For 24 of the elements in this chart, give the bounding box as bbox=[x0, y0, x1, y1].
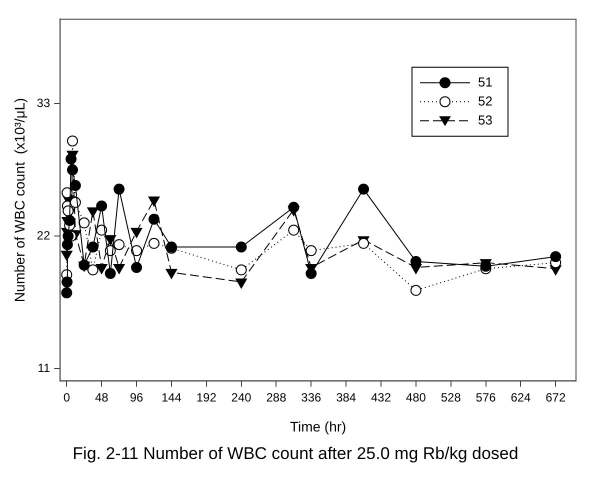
x-tick-label: 432 bbox=[370, 390, 392, 404]
legend-label: 51 bbox=[478, 74, 492, 90]
x-tick-label: 192 bbox=[196, 390, 217, 404]
x-tick-label: 528 bbox=[440, 390, 462, 404]
x-tick-label: 384 bbox=[336, 390, 356, 404]
x-tick-label: 336 bbox=[301, 390, 322, 404]
x-tick-label: 288 bbox=[266, 390, 287, 404]
legend-label: 53 bbox=[478, 112, 492, 128]
x-tick-label: 240 bbox=[231, 390, 252, 404]
x-tick-label: 96 bbox=[130, 390, 144, 404]
caption: Fig. 2-11 Number of WBC count after 25.0 mg Rb/kg dosed bbox=[72, 444, 520, 464]
y-tick-label: 33 bbox=[36, 96, 50, 110]
legend-label: 52 bbox=[478, 93, 492, 108]
x-tick-label: 0 bbox=[63, 390, 70, 404]
x-tick-label: 144 bbox=[161, 390, 182, 404]
x-tick-label: 480 bbox=[406, 390, 426, 404]
y-tick-label: 22 bbox=[36, 228, 50, 242]
x-tick-label: 672 bbox=[546, 390, 566, 404]
x-tick-label: 624 bbox=[510, 390, 532, 404]
x-tick-label: 48 bbox=[94, 390, 109, 404]
y-tick-label: 11 bbox=[38, 361, 50, 376]
x-axis-title: Time (hr) bbox=[290, 418, 346, 434]
x-tick-label: 576 bbox=[476, 390, 496, 404]
y-axis-title: Number of WBC count (x10³/μL) bbox=[11, 98, 28, 302]
